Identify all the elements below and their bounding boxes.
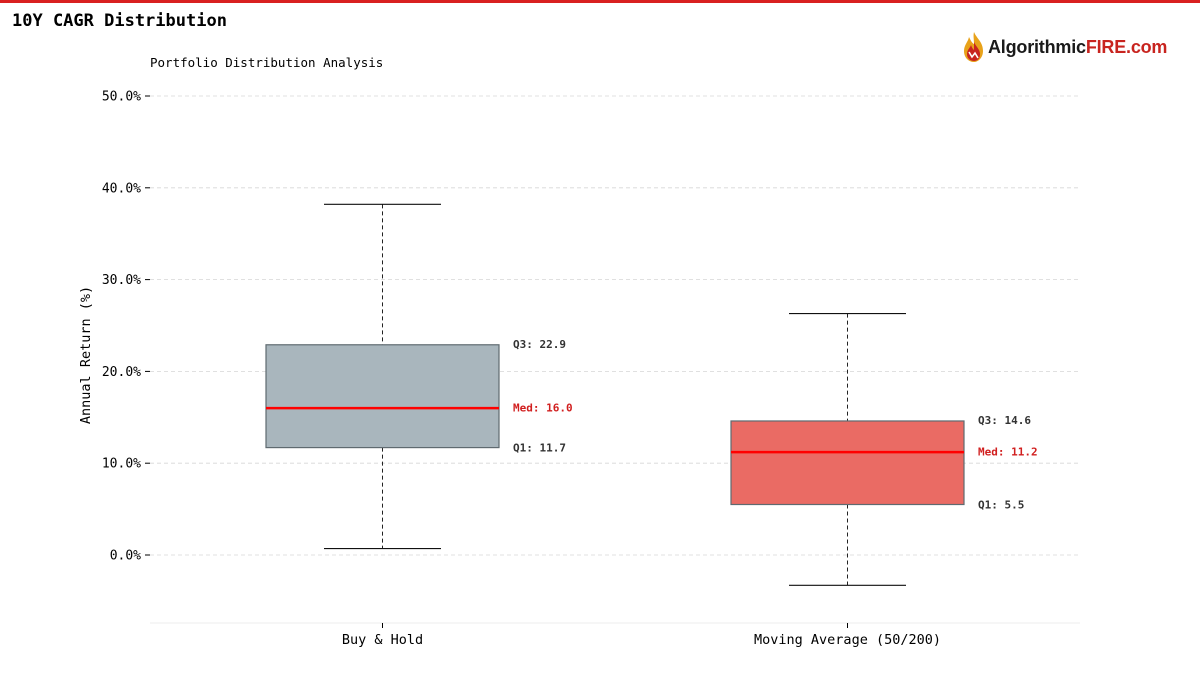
q1-label: Q1: 11.7	[513, 442, 566, 455]
iqr-box	[730, 420, 965, 506]
box-1: Q3: 14.6 Med: 11.2 Q1: 5.5	[730, 312, 1038, 586]
box-0: Q3: 22.9 Med: 16.0 Q1: 11.7	[265, 203, 573, 550]
y-tick-label: 10.0%	[102, 457, 141, 472]
median-label: Med: 11.2	[978, 446, 1038, 459]
iqr-box	[265, 344, 500, 449]
y-tick-label: 40.0%	[102, 181, 141, 196]
x-tick-label: Moving Average (50/200)	[754, 632, 941, 648]
logo-text-red: FIRE.com	[1085, 36, 1168, 57]
y-tick-label: 0.0%	[110, 549, 141, 564]
top-accent-rule	[0, 0, 1200, 3]
brand-logo: AlgorithmicFIRE.com	[960, 30, 1167, 64]
q3-label: Q3: 14.6	[978, 414, 1031, 427]
chart-title: Portfolio Distribution Analysis	[150, 55, 384, 70]
q1-label: Q1: 5.5	[978, 499, 1024, 512]
q3-label: Q3: 22.9	[513, 338, 566, 351]
median-label: Med: 16.0	[513, 402, 573, 415]
x-tick-label: Buy & Hold	[342, 632, 423, 648]
x-axis: Buy & Hold Moving Average (50/200)	[150, 622, 1080, 648]
y-tick-label: 20.0%	[102, 365, 141, 380]
flame-logo-icon	[964, 32, 983, 62]
page-title: 10Y CAGR Distribution	[12, 11, 227, 31]
y-tick-label: 30.0%	[102, 273, 141, 288]
y-axis-label: Annual Return (%)	[78, 286, 94, 424]
logo-text-dark: Algorithmic	[988, 36, 1086, 57]
y-axis: 0.0% 10.0% 20.0% 30.0% 40.0% 50.0%	[102, 90, 150, 564]
box-series: Q3: 22.9 Med: 16.0 Q1: 11.7 Q3: 14.6 Med: 11…	[265, 203, 1038, 586]
y-tick-label: 50.0%	[102, 90, 141, 105]
logo-wordmark: AlgorithmicFIRE.com	[988, 37, 1167, 58]
